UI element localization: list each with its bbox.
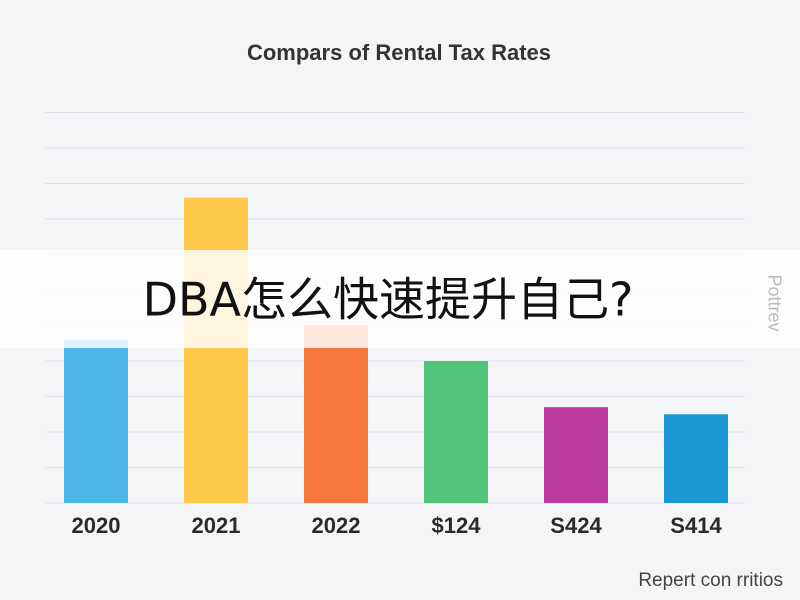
x-tick-label: 2022 — [312, 513, 361, 538]
plot-area: 2020 2021 2022 $124 S424 S414 — [45, 112, 745, 538]
bar — [184, 197, 248, 503]
x-tick-label: 2020 — [72, 513, 121, 538]
x-tick-label: 2021 — [192, 513, 241, 538]
x-tick-label: $124 — [432, 513, 482, 538]
x-tick-label: S424 — [550, 513, 602, 538]
bar — [544, 407, 608, 503]
overlay-text: DBA怎么快速提升自己? — [143, 273, 634, 327]
overlay-banner — [0, 250, 800, 348]
bar — [664, 414, 728, 503]
bar — [424, 361, 488, 503]
bar — [304, 325, 368, 503]
watermark: Pottrev — [764, 274, 784, 331]
chart-title: Compars of Rental Tax Rates — [247, 40, 551, 65]
bar — [64, 339, 128, 503]
x-tick-label: S414 — [670, 513, 722, 538]
footer: Repert con rritios — [638, 570, 783, 591]
